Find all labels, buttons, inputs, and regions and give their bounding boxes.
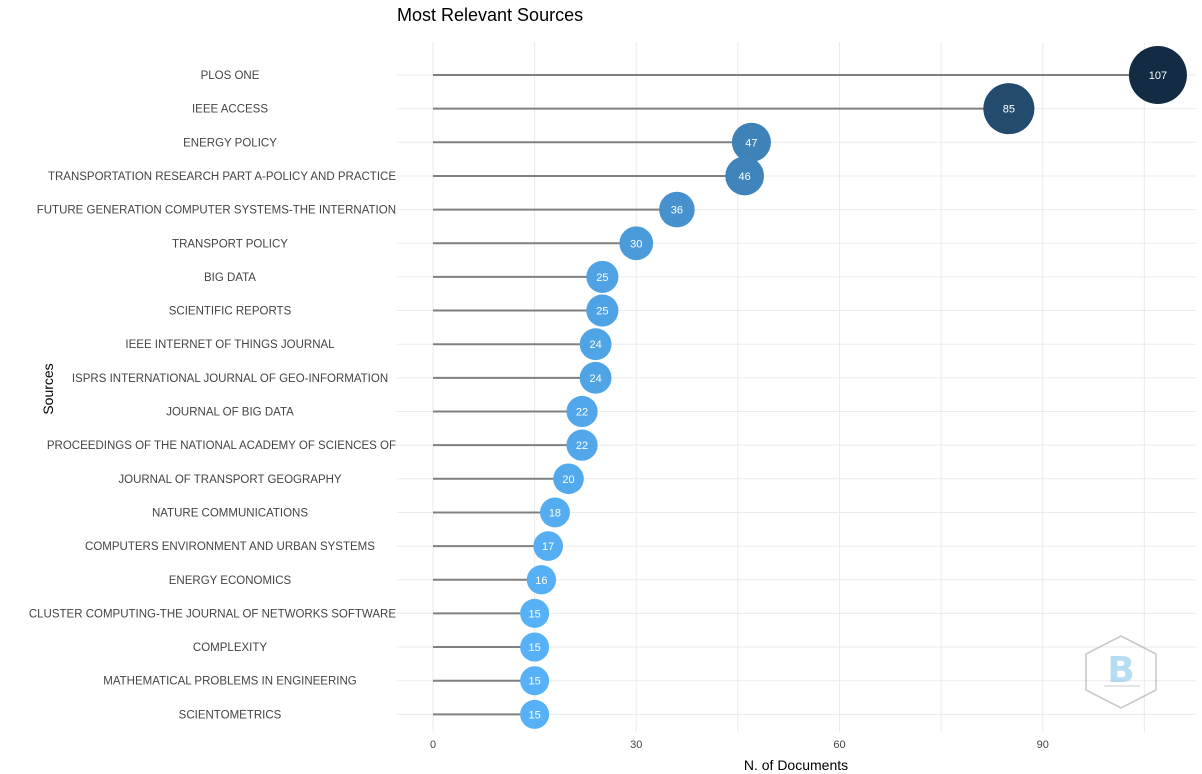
data-label: 16 [535, 575, 547, 587]
data-label: 25 [596, 306, 608, 318]
chart-title: Most Relevant Sources [397, 5, 583, 25]
data-label: 22 [576, 407, 588, 419]
dot [983, 83, 1035, 135]
data-label: 25 [596, 272, 608, 284]
dot [553, 463, 584, 495]
x-tick-label: 0 [430, 739, 436, 751]
dot [566, 429, 598, 461]
x-axis-title: N. of Documents [744, 757, 848, 773]
dot [520, 598, 550, 628]
data-label: 85 [1003, 104, 1015, 116]
y-axis-title: Sources [40, 363, 56, 414]
y-tick-label: JOURNAL OF TRANSPORT GEOGRAPHY [118, 474, 342, 486]
y-tick-label: JOURNAL OF BIG DATA [166, 407, 294, 419]
data-label: 15 [529, 676, 541, 688]
dot [586, 294, 619, 327]
data-label: 46 [739, 171, 751, 183]
y-tick-label: SCIENTIFIC REPORTS [169, 306, 292, 318]
y-tick-label: TRANSPORTATION RESEARCH PART A-POLICY AN… [48, 171, 396, 183]
y-tick-label: COMPLEXITY [193, 642, 267, 654]
y-tick-label: FUTURE GENERATION COMPUTER SYSTEMS-THE I… [37, 205, 396, 217]
dot [533, 531, 563, 561]
data-label: 22 [576, 440, 588, 452]
data-label: 36 [671, 205, 683, 217]
data-label: 30 [630, 238, 642, 250]
y-tick-label: IEEE ACCESS [192, 104, 268, 116]
dot [520, 666, 550, 696]
stems [433, 74, 1158, 716]
data-label: 18 [549, 507, 561, 519]
dot [619, 226, 654, 261]
y-tick-label: COMPUTERS ENVIRONMENT AND URBAN SYSTEMS [85, 541, 375, 553]
dots: 107 85 47 46 36 30 25 25 24 24 22 22 20 18 17 16 15 15 15 1… [520, 46, 1187, 729]
dot [579, 361, 612, 394]
data-label: 15 [529, 608, 541, 620]
dot [731, 122, 771, 162]
dot [659, 191, 695, 228]
y-tick-label: NATURE COMMUNICATIONS [152, 507, 308, 519]
dot [579, 328, 612, 361]
data-label: 15 [529, 642, 541, 654]
bibliometrix-logo-icon: B [1085, 635, 1157, 709]
data-label: 24 [589, 373, 601, 385]
dot [520, 699, 550, 729]
x-tick-label: 60 [833, 739, 845, 751]
data-label: 47 [745, 137, 757, 149]
data-label: 17 [542, 541, 554, 553]
y-tick-label: SCIENTOMETRICS [179, 709, 282, 721]
data-label: 107 [1149, 70, 1167, 82]
y-tick-label: IEEE INTERNET OF THINGS JOURNAL [125, 339, 335, 351]
x-tick-label: 30 [630, 739, 642, 751]
dot [566, 395, 598, 428]
y-tick-label: TRANSPORT POLICY [172, 238, 288, 250]
y-tick-label: ENERGY POLICY [183, 137, 277, 149]
grid-lines [397, 42, 1196, 732]
y-tick-label: BIG DATA [204, 272, 256, 284]
dot [586, 260, 619, 293]
data-label: 15 [529, 709, 541, 721]
y-tick-labels: PLOS ONE IEEE ACCESS ENERGY POLICY TRANSPOR… [29, 70, 396, 721]
dot [1128, 46, 1187, 104]
y-tick-label: MATHEMATICAL PROBLEMS IN ENGINEERING [103, 676, 357, 688]
y-tick-label: ISPRS INTERNATIONAL JOURNAL OF GEO-INFOR… [72, 373, 388, 385]
x-tick-label: 90 [1037, 739, 1049, 751]
data-label: 20 [562, 474, 574, 486]
dot [725, 156, 765, 196]
data-label: 24 [589, 339, 601, 351]
dot [526, 565, 557, 595]
y-tick-label: ENERGY ECONOMICS [169, 575, 292, 587]
dot [520, 632, 550, 662]
y-tick-label: PLOS ONE [201, 70, 260, 82]
svg-text:B: B [1107, 650, 1134, 691]
dot [539, 497, 570, 528]
x-tick-labels: 0 30 60 90 [430, 739, 1049, 751]
y-tick-label: CLUSTER COMPUTING-THE JOURNAL OF NETWORK… [29, 608, 396, 620]
y-tick-label: PROCEEDINGS OF THE NATIONAL ACADEMY OF S… [47, 440, 396, 452]
